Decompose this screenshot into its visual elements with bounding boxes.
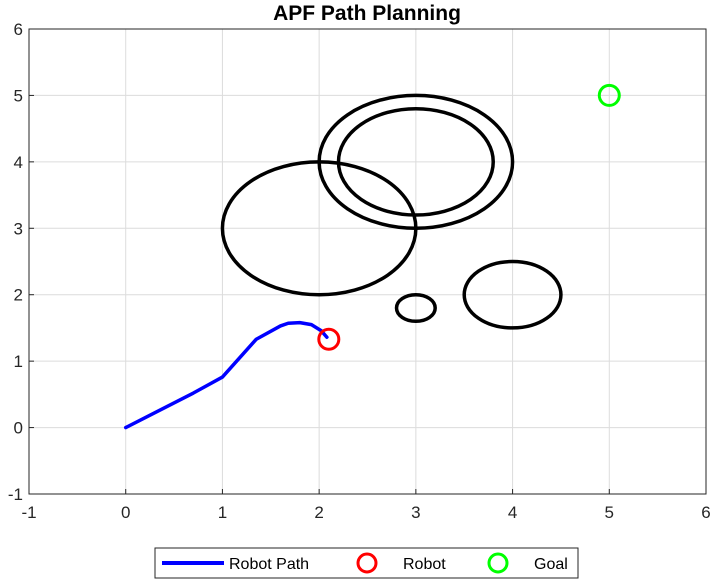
y-tick-label: 5 (14, 86, 23, 105)
y-tick-label: 4 (14, 153, 23, 172)
y-tick-label: -1 (8, 485, 23, 504)
plot-frame (28, 28, 707, 495)
x-tick-label: -1 (21, 503, 36, 522)
x-tick-label: 2 (314, 503, 323, 522)
tick-labels: -1 0 1 2 3 4 5 6 -1 0 1 2 3 4 5 6 (8, 20, 711, 522)
obstacle-circle (394, 292, 437, 324)
obstacle-circle (462, 259, 563, 330)
legend: Robot Path Robot Goal (154, 547, 579, 579)
robot-marker (317, 327, 341, 351)
x-tick-label: 3 (411, 503, 420, 522)
obstacle-circle (336, 106, 495, 217)
obstacles (220, 93, 563, 330)
legend-goal-label: Goal (534, 556, 568, 573)
obstacle-circle (317, 93, 515, 231)
series (123, 83, 621, 430)
x-tick-label: 5 (605, 503, 614, 522)
y-tick-label: 2 (14, 286, 23, 305)
legend-robot-label: Robot (403, 556, 446, 573)
y-tick-label: 0 (14, 419, 23, 438)
y-tick-label: 6 (14, 20, 23, 39)
x-tick-label: 1 (218, 503, 227, 522)
y-tick-label: 1 (14, 352, 23, 371)
chart-title: APF Path Planning (273, 2, 461, 25)
x-tick-label: 0 (121, 503, 130, 522)
robot-path-line (123, 320, 329, 430)
legend-goal-swatch (487, 552, 509, 574)
legend-robot-path-label: Robot Path (229, 556, 309, 573)
x-tick-label: 6 (701, 503, 710, 522)
plot-background (29, 29, 706, 494)
goal-marker (597, 83, 621, 107)
y-tick-label: 3 (14, 219, 23, 238)
legend-robot-swatch (356, 552, 378, 574)
x-tick-label: 4 (508, 503, 517, 522)
